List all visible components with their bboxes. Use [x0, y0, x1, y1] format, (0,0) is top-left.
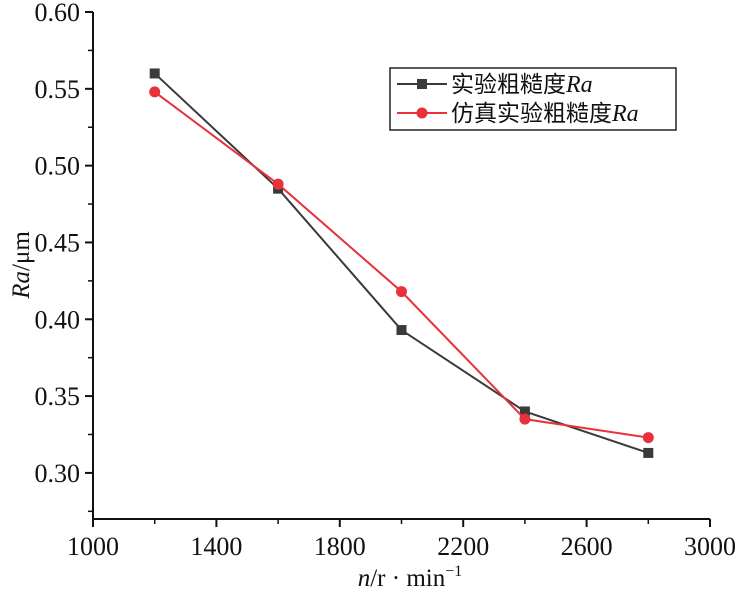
- y-tick-label: 0.55: [35, 75, 81, 104]
- legend-label-1: 实验粗糙度Ra: [451, 72, 593, 98]
- legend-marker-2: [416, 107, 428, 119]
- x-tick-label: 2200: [437, 532, 489, 561]
- legend-label-1-cn: 实验粗糙度: [451, 72, 566, 98]
- series-1-point: [643, 447, 654, 458]
- y-tick-label: 0.60: [35, 0, 81, 27]
- x-tick-label: 1800: [314, 532, 366, 561]
- x-tick-label: 3000: [684, 532, 736, 561]
- x-axis-ticks: 1000 1400 1800 2200 2600 3000: [67, 519, 736, 561]
- series-2-point: [396, 286, 407, 298]
- legend-label-1-var: Ra: [565, 72, 593, 98]
- series-1-point: [519, 406, 530, 417]
- legend: 实验粗糙度Ra 仿真实验粗糙度Ra: [389, 67, 677, 131]
- x-axis-title: n/r · min−1: [358, 563, 463, 591]
- series-1-point: [396, 325, 407, 336]
- y-tick-label: 0.45: [35, 228, 81, 257]
- legend-marker-1: [417, 79, 427, 89]
- series-1-point: [149, 68, 160, 79]
- series-2-point: [642, 432, 654, 444]
- y-tick-label: 0.35: [35, 382, 81, 411]
- x-tick-label: 1000: [67, 532, 119, 561]
- legend-label-2: 仿真实验粗糙度Ra: [451, 101, 639, 127]
- series-2: [149, 86, 654, 444]
- series-2-point: [519, 413, 531, 425]
- legend-box: [389, 67, 677, 131]
- x-tick-label: 2600: [561, 532, 613, 561]
- x-tick-label: 1400: [190, 532, 242, 561]
- legend-label-2-var: Ra: [611, 101, 639, 127]
- series-2-point: [149, 86, 161, 98]
- y-tick-label: 0.30: [35, 459, 81, 488]
- legend-label-2-cn: 仿真实验粗糙度: [451, 101, 612, 127]
- series-2-point: [272, 178, 284, 190]
- series-layer: [149, 68, 654, 458]
- y-axis-title: Ra/μm: [8, 231, 35, 300]
- y-tick-label: 0.50: [35, 152, 81, 181]
- y-axis-ticks: 0.30 0.35 0.40 0.45 0.50 0.55 0.60: [35, 0, 93, 513]
- y-tick-label: 0.40: [35, 305, 81, 334]
